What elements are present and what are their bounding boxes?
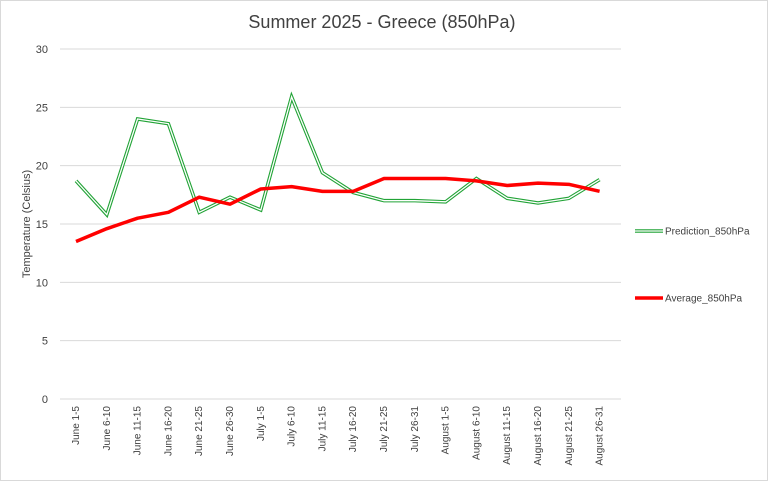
data-point <box>384 200 385 201</box>
y-tick-label: 10 <box>36 277 48 289</box>
x-tick-label: July 26-31 <box>410 406 421 453</box>
x-tick-label: June 11-15 <box>133 406 144 456</box>
x-tick-label: July 1-5 <box>256 406 267 441</box>
x-tick-label: July 21-25 <box>379 406 390 453</box>
data-point <box>414 200 415 201</box>
data-point <box>168 123 169 124</box>
y-tick-label: 20 <box>36 161 48 173</box>
chart-title: Summer 2025 - Greece (850hPa) <box>248 12 515 32</box>
x-tick-label: June 26-30 <box>225 406 236 456</box>
data-point <box>568 198 569 199</box>
data-point <box>476 178 477 179</box>
y-tick-label: 5 <box>42 336 48 348</box>
data-point <box>353 191 354 192</box>
series-line-outer <box>74 91 601 219</box>
data-point <box>76 180 77 181</box>
data-point <box>384 178 385 179</box>
data-point <box>445 178 446 179</box>
data-point <box>445 201 446 202</box>
data-point <box>260 189 261 190</box>
x-tick-label: August 21-25 <box>564 406 575 466</box>
y-axis-label: Temperature (Celsius) <box>21 170 33 278</box>
legend: Prediction_850hPa Average_850hPa <box>635 227 750 305</box>
x-tick-label: June 16-20 <box>163 406 174 456</box>
data-point <box>168 212 169 213</box>
x-tick-label: June 21-25 <box>194 406 205 456</box>
legend-label: Average_850hPa <box>665 294 743 305</box>
x-tick-label: August 26-31 <box>595 406 606 466</box>
series-line <box>75 176 600 244</box>
data-point <box>322 191 323 192</box>
x-tick-label: June 1-5 <box>71 406 82 445</box>
data-point <box>568 184 569 185</box>
x-tick-label: August 11-15 <box>502 406 513 465</box>
data-point <box>476 180 477 181</box>
data-point <box>507 198 508 199</box>
x-axis-ticks: June 1-5 June 6-10 June 11-15 June 16-20 Jun… <box>71 406 606 466</box>
data-point <box>106 228 107 229</box>
data-point <box>538 183 539 184</box>
data-point <box>137 119 138 120</box>
data-point <box>599 179 600 180</box>
legend-item: Average_850hPa <box>635 294 743 305</box>
series-line-inner <box>75 94 600 216</box>
x-tick-label: August 1-5 <box>441 406 452 455</box>
x-tick-label: July 6-10 <box>287 406 298 447</box>
x-tick-label: July 11-15 <box>317 406 328 452</box>
data-point <box>322 172 323 173</box>
series-lines <box>74 91 601 244</box>
data-point <box>414 178 415 179</box>
y-tick-label: 15 <box>36 219 48 231</box>
y-tick-label: 0 <box>42 394 48 406</box>
legend-label: Prediction_850hPa <box>665 227 750 238</box>
data-point <box>230 204 231 205</box>
x-tick-label: August 16-20 <box>533 406 544 466</box>
legend-item: Prediction_850hPa <box>635 227 750 238</box>
data-point <box>199 212 200 213</box>
data-point <box>76 241 77 242</box>
series-Average_850hPa <box>75 176 600 244</box>
y-tick-label: 25 <box>36 102 48 114</box>
y-axis-ticks: 0 5 10 15 20 25 30 <box>36 44 48 406</box>
x-tick-label: July 16-20 <box>348 406 359 453</box>
data-point <box>291 96 292 97</box>
data-point <box>291 186 292 187</box>
data-point <box>106 214 107 215</box>
data-point <box>199 197 200 198</box>
data-point <box>599 191 600 192</box>
data-point <box>230 197 231 198</box>
data-point <box>507 185 508 186</box>
data-point <box>137 218 138 219</box>
gridlines <box>60 48 621 342</box>
data-point <box>538 203 539 204</box>
x-tick-label: August 6-10 <box>471 406 482 460</box>
series-Prediction_850hPa <box>74 91 601 219</box>
y-tick-label: 30 <box>36 44 48 56</box>
x-tick-label: June 6-10 <box>102 406 113 451</box>
data-point <box>260 210 261 211</box>
